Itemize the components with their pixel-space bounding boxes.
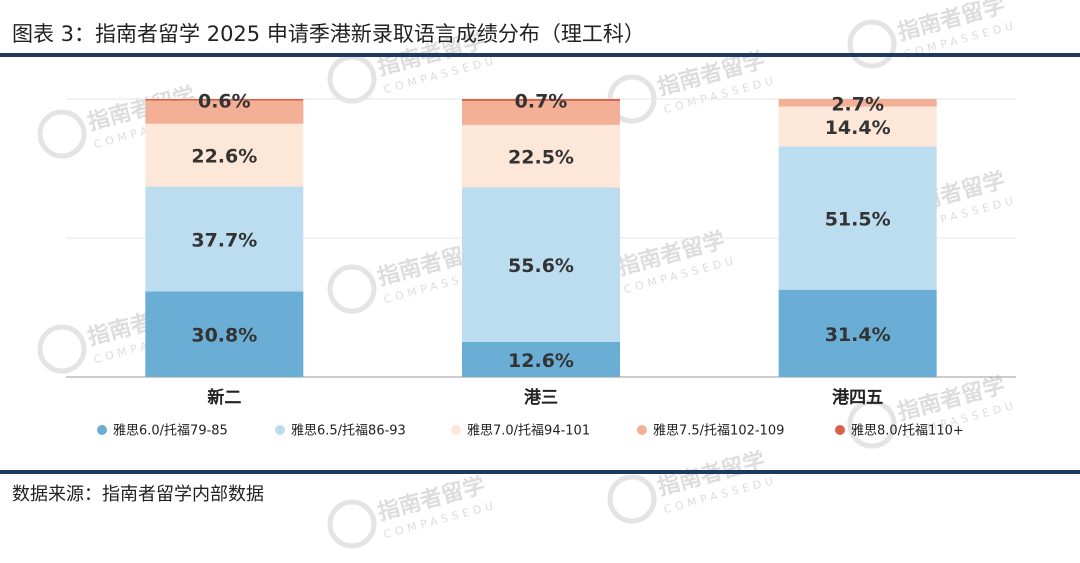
legend-label: 雅思6.5/托福86-93 [291, 424, 406, 439]
watermark-logo [607, 474, 657, 524]
bar-segment [778, 99, 937, 107]
x-tick-label: 港三 [524, 387, 558, 408]
legend-label: 雅思7.5/托福102-109 [653, 424, 784, 439]
watermark-logo [37, 109, 87, 159]
bar-segment [145, 100, 304, 124]
x-tick-label: 新二 [207, 387, 241, 408]
data-label: 14.4% [825, 117, 891, 139]
title-rule [0, 53, 1080, 57]
data-label: 12.6% [508, 350, 574, 372]
legend-marker [451, 425, 461, 435]
data-label: 31.4% [825, 324, 891, 346]
bar-segment [778, 146, 937, 290]
data-label: 22.5% [508, 147, 574, 169]
watermark-logo [37, 324, 87, 374]
watermark-logo [327, 54, 377, 104]
bar-segment [462, 99, 620, 101]
data-label: 2.7% [831, 93, 884, 115]
bar-segment [462, 341, 620, 377]
legend-marker [637, 425, 647, 435]
watermark-logo [327, 264, 377, 314]
source-rule [0, 470, 1080, 474]
bar-segment [462, 187, 620, 342]
bar-segment [778, 289, 937, 377]
watermark-logo [847, 19, 897, 69]
bar-segment [145, 186, 304, 292]
bar-segment [145, 99, 304, 101]
bar-segment [462, 124, 620, 188]
data-label: 37.7% [191, 229, 257, 251]
legend-marker [275, 425, 285, 435]
data-label: 55.6% [508, 255, 574, 277]
bar-segment [145, 291, 304, 377]
watermark-logo [327, 499, 377, 549]
legend-label: 雅思6.0/托福79-85 [113, 424, 228, 439]
legend-marker [835, 425, 845, 435]
legend-label: 雅思7.0/托福94-101 [467, 424, 590, 439]
bar-segment [462, 100, 620, 125]
source: 数据来源：指南者留学内部数据 [12, 484, 264, 505]
data-label: 51.5% [825, 209, 891, 231]
data-label: 30.8% [191, 325, 257, 347]
x-tick-label: 港四五 [832, 387, 883, 408]
data-label: 0.6% [198, 90, 251, 112]
data-label: 22.6% [191, 146, 257, 168]
legend-marker [97, 425, 107, 435]
data-label: 0.7% [515, 90, 568, 112]
bar-segment [778, 106, 937, 147]
watermark-logo [847, 399, 897, 449]
bar-segment [145, 123, 304, 187]
legend-label: 雅思8.0/托福110+ [851, 424, 964, 439]
chart-title: 图表 3：指南者留学 2025 申请季港新录取语言成绩分布（理工科） [12, 22, 645, 46]
